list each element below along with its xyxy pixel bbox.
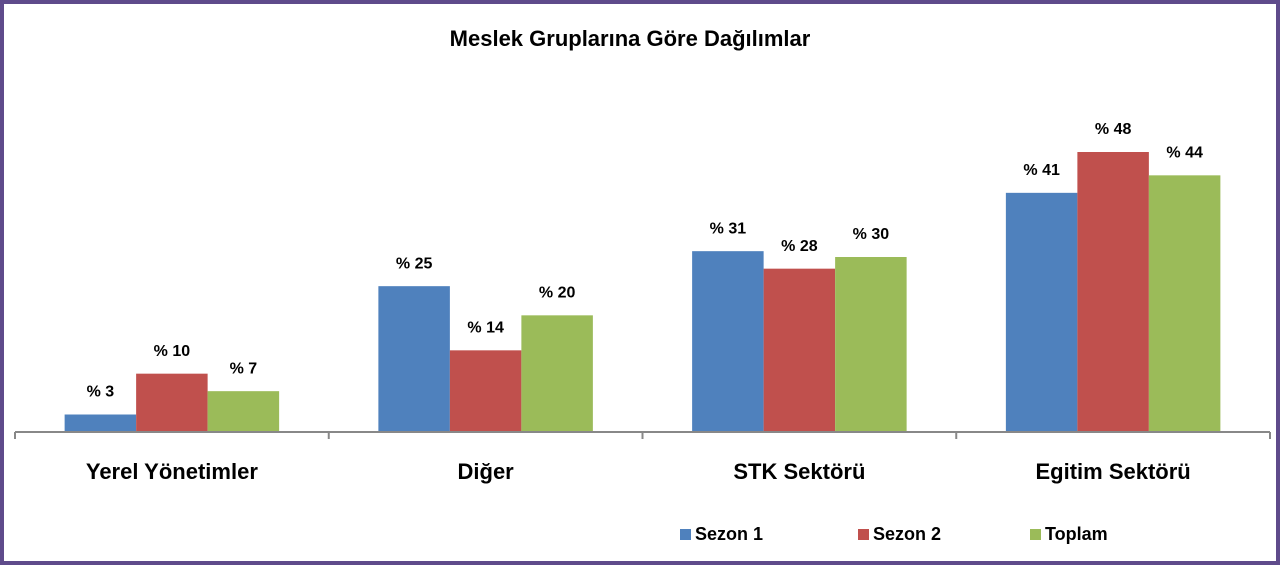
data-label: % 14 xyxy=(467,320,504,337)
data-label: % 30 xyxy=(853,226,890,243)
bar xyxy=(449,350,522,432)
data-label: % 7 xyxy=(230,360,258,377)
legend-label: Sezon 1 xyxy=(695,524,763,544)
data-label: % 20 xyxy=(539,285,576,302)
data-label: % 25 xyxy=(396,255,433,272)
data-label: % 44 xyxy=(1166,145,1203,162)
legend-label: Sezon 2 xyxy=(873,524,941,544)
x-tick-label: Egitim Sektörü xyxy=(1036,459,1191,484)
legend-swatch xyxy=(858,529,869,540)
data-label: % 41 xyxy=(1023,162,1060,179)
bar xyxy=(1148,175,1221,433)
bar xyxy=(835,257,907,432)
data-label: % 3 xyxy=(87,384,115,401)
bar xyxy=(378,286,450,432)
bar xyxy=(64,414,137,432)
legend-swatch xyxy=(680,529,691,540)
bar xyxy=(521,315,593,432)
x-tick-label: Yerel Yönetimler xyxy=(86,459,258,484)
bar xyxy=(1005,192,1078,432)
data-label: % 28 xyxy=(781,238,818,255)
legend-label: Toplam xyxy=(1045,524,1108,544)
data-label: % 31 xyxy=(710,220,747,237)
bar xyxy=(763,268,836,432)
x-tick-label: STK Sektörü xyxy=(733,459,865,484)
bar xyxy=(136,373,208,432)
chart-title: Meslek Gruplarına Göre Dağılımlar xyxy=(450,26,811,51)
bar xyxy=(1077,152,1149,432)
x-tick-label: Diğer xyxy=(458,459,515,484)
data-label: % 10 xyxy=(154,343,191,360)
bar xyxy=(207,391,280,432)
legend-swatch xyxy=(1030,529,1041,540)
data-label: % 48 xyxy=(1095,121,1132,138)
bar xyxy=(692,251,764,432)
